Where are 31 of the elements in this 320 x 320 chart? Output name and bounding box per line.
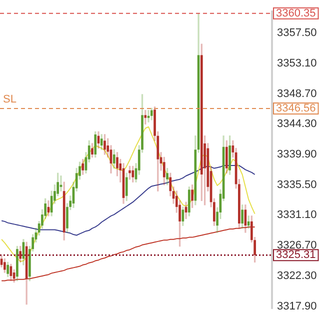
ref-line-label: 3360.35 [276, 7, 316, 20]
candlestick [191, 184, 194, 208]
candlestick [116, 152, 118, 176]
candlestick [166, 168, 168, 186]
candlestick [178, 200, 181, 247]
candlestick [128, 166, 131, 180]
annotation: SL [3, 94, 16, 106]
candlestick [141, 94, 144, 153]
y-tick-label: 3335.50 [277, 178, 317, 191]
y-tick-label: 3348.70 [277, 88, 317, 100]
y-tick-label: 3357.50 [277, 27, 317, 40]
candlestick [154, 106, 156, 142]
y-tick-label: 3344.30 [277, 118, 317, 130]
candlestick [241, 204, 244, 229]
candlestick [91, 143, 94, 158]
y-tick-label: 3326.70 [277, 240, 317, 252]
candlestick [104, 134, 106, 155]
y-tick-label: 3331.10 [277, 209, 317, 222]
candlestick [4, 258, 6, 273]
y-tick-label: 3339.90 [277, 148, 317, 161]
ref-line-label: 3325.31 [276, 249, 316, 262]
candlestick [16, 246, 18, 282]
candlestick [254, 236, 256, 262]
candlestick [228, 136, 231, 175]
ref-line-label: 3346.56 [276, 102, 316, 115]
candlestick [6, 262, 9, 277]
y-tick-label: 3322.30 [277, 270, 317, 282]
y-tick-label: 3317.90 [277, 300, 317, 312]
y-tick-label: 3353.10 [277, 57, 317, 70]
candlestick [28, 246, 31, 282]
candlestick [66, 203, 68, 233]
